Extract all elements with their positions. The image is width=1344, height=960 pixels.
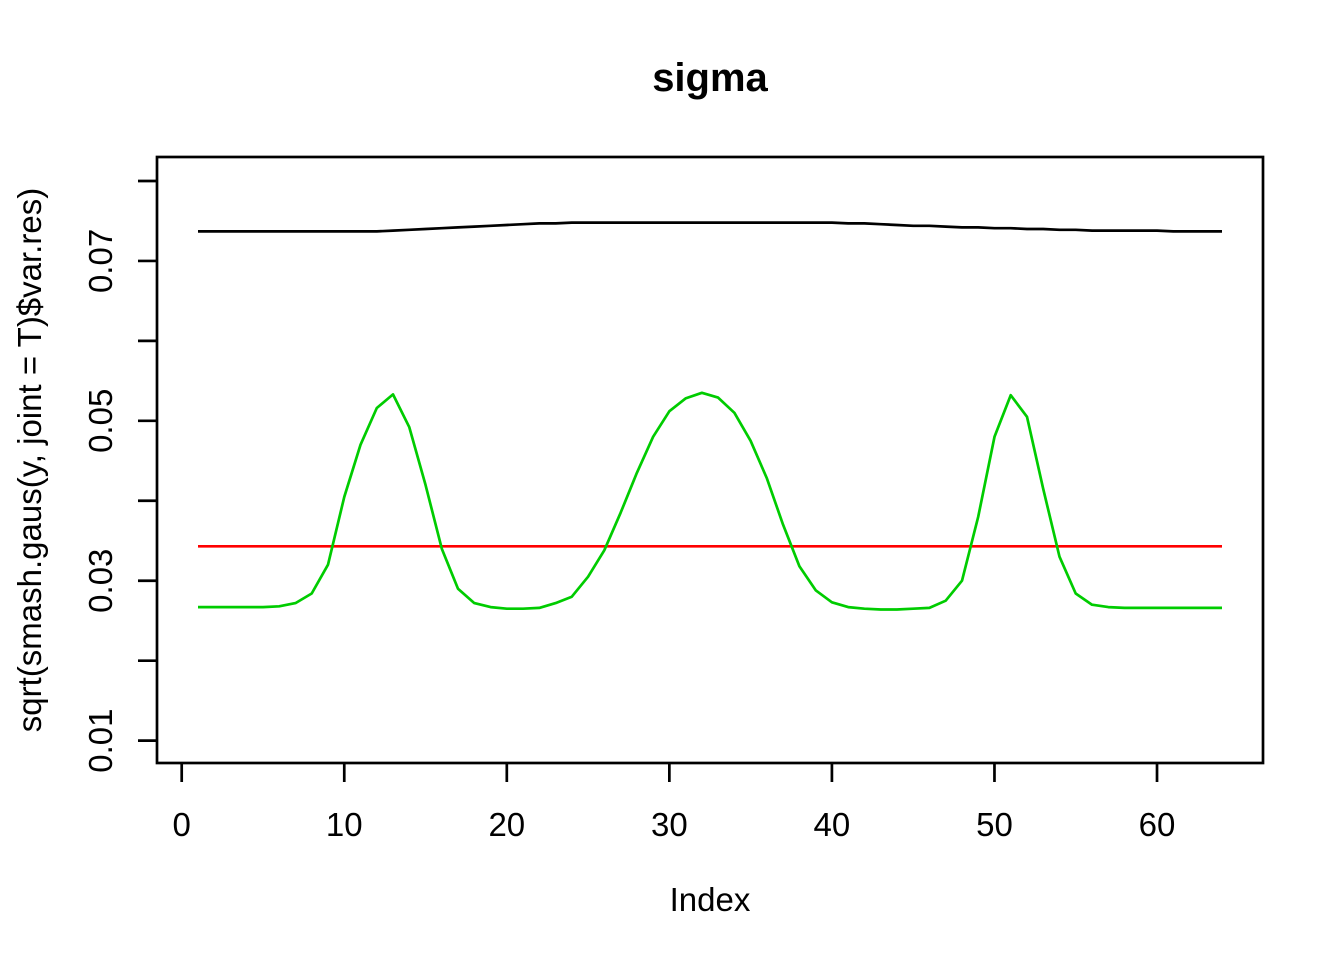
chart-title: sigma bbox=[652, 56, 768, 100]
x-tick-label: 40 bbox=[814, 806, 851, 843]
y-tick-label: 0.05 bbox=[82, 389, 119, 453]
y-tick-label: 0.07 bbox=[82, 229, 119, 293]
x-tick-label: 30 bbox=[651, 806, 688, 843]
series-black-line bbox=[198, 221, 1222, 233]
x-tick-label: 60 bbox=[1139, 806, 1176, 843]
plot-frame bbox=[155, 155, 1265, 765]
series-green-line bbox=[198, 391, 1222, 611]
y-tick-label: 0.03 bbox=[82, 549, 119, 613]
x-tick-label: 10 bbox=[326, 806, 363, 843]
x-tick-label: 50 bbox=[976, 806, 1013, 843]
x-axis-title: Index bbox=[669, 881, 751, 918]
x-tick-label: 0 bbox=[173, 806, 191, 843]
y-axis-title: sqrt(smash.gaus(y, joint = T)$var.res) bbox=[11, 187, 48, 733]
x-tick-label: 20 bbox=[488, 806, 525, 843]
y-tick-label: 0.01 bbox=[82, 708, 119, 772]
